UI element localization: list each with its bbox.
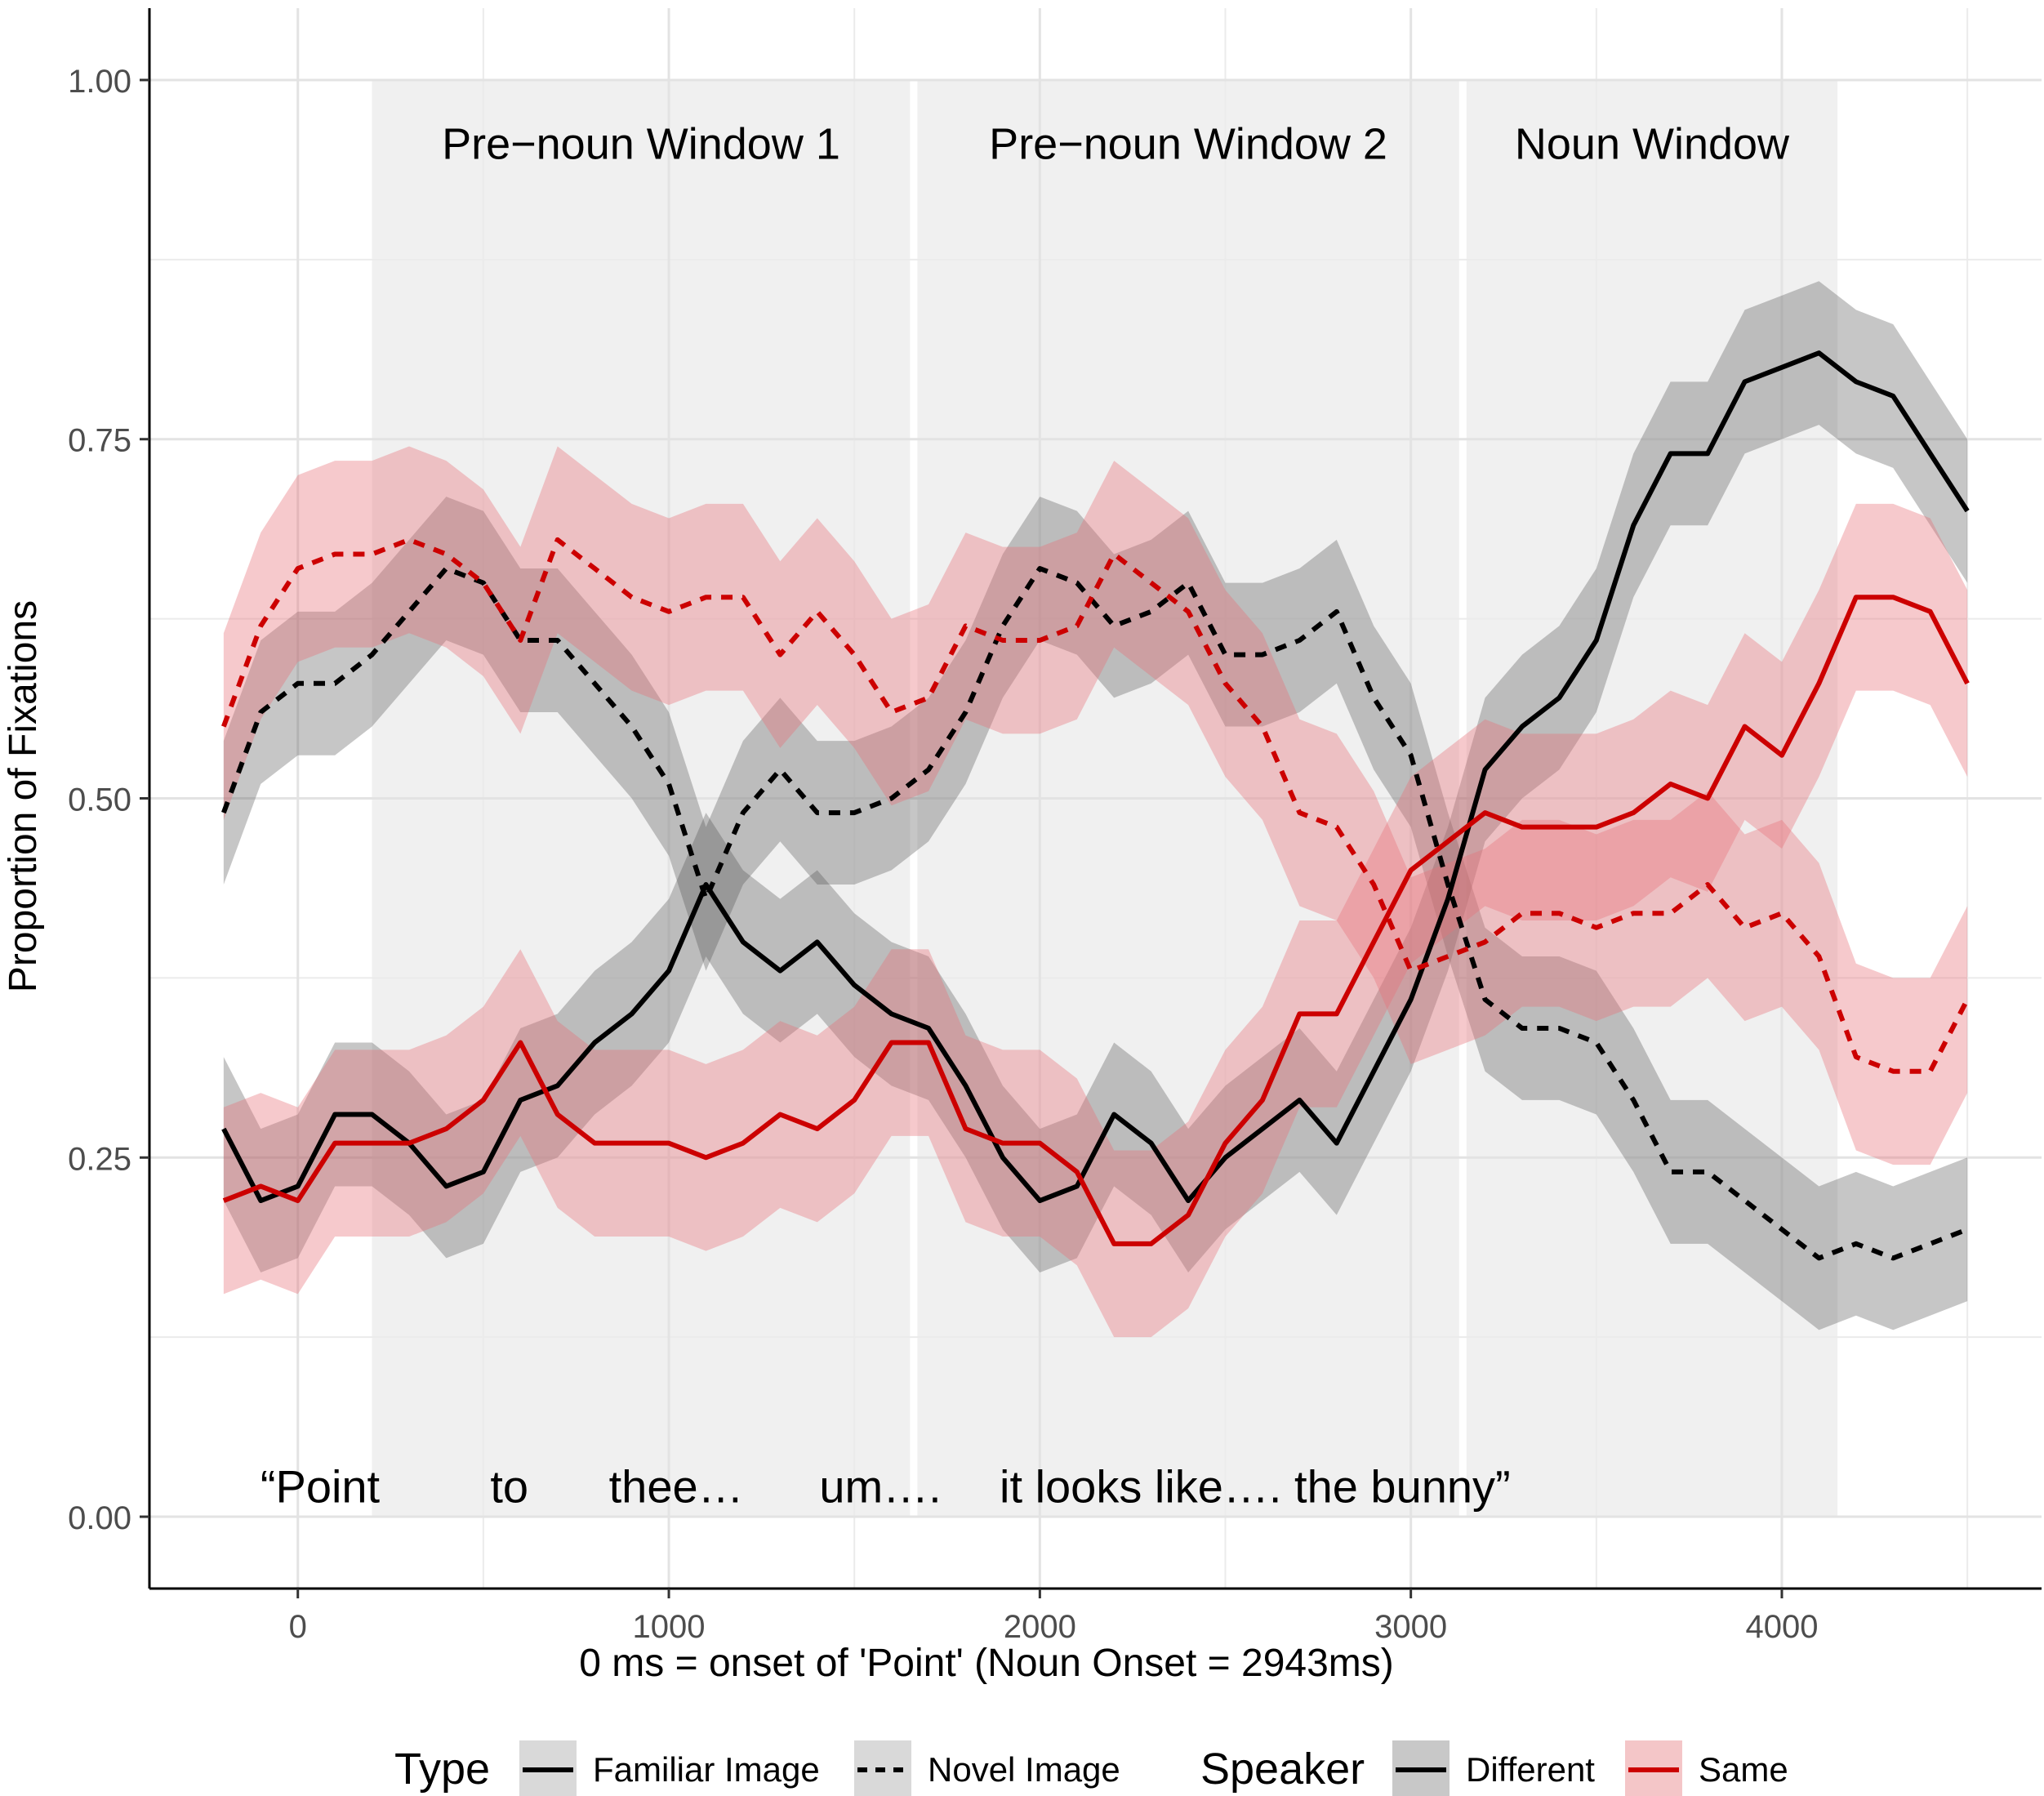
- window-labels: Pre−noun Window 1 Pre−noun Window 2 Noun W…: [442, 120, 1790, 169]
- series-lines: [221, 350, 1970, 1261]
- confidence-band-4: [223, 446, 1968, 1165]
- window-label-2: Pre−noun Window 2: [989, 120, 1387, 169]
- utterance-text: “Point to thee… um…. it looks like…. the bun…: [261, 1460, 1511, 1512]
- utterance-word-1: “Point: [261, 1460, 381, 1512]
- series-line-1: [221, 350, 1970, 1204]
- y-tick-label: 0.00: [68, 1500, 131, 1536]
- legend-type-label-1: Familiar Image: [593, 1750, 820, 1789]
- window-label-3: Noun Window: [1515, 120, 1790, 169]
- x-tick-label: 1000: [633, 1609, 706, 1645]
- x-tick-label: 4000: [1745, 1609, 1818, 1645]
- confidence-band-1: [223, 281, 1968, 1272]
- x-tick-label: 3000: [1374, 1609, 1447, 1645]
- gridlines: [149, 8, 2042, 1589]
- legend: Type Familiar Image Novel Image Speaker Diff…: [394, 1740, 1788, 1796]
- y-tick-label: 0.25: [68, 1141, 131, 1177]
- utterance-word-5: it looks like…. the bunny”: [1000, 1460, 1511, 1512]
- series-line-3: [222, 595, 1970, 1246]
- window-label-1: Pre−noun Window 1: [442, 120, 840, 169]
- confidence-band-3: [223, 503, 1968, 1338]
- legend-speaker-label-2: Same: [1699, 1750, 1788, 1789]
- legend-speaker-title: Speaker: [1200, 1745, 1365, 1794]
- utterance-word-4: um….: [819, 1460, 941, 1512]
- y-tick-label: 1.00: [68, 64, 131, 100]
- x-tick-label: 2000: [1004, 1609, 1076, 1645]
- utterance-word-3: thee…: [609, 1460, 744, 1512]
- legend-type-label-2: Novel Image: [928, 1750, 1120, 1789]
- axis-ticks: 0.00 0.25 0.50 0.75 1.00 0 1000 2000 3000 4000: [68, 64, 1818, 1645]
- confidence-bands: [223, 281, 1968, 1338]
- y-tick-label: 0.75: [68, 423, 131, 459]
- series-line-4: [221, 537, 1970, 1074]
- y-axis-title: Proportion of Fixations: [2, 600, 45, 992]
- utterance-word-2: to: [490, 1460, 528, 1512]
- confidence-band-2: [223, 497, 1968, 1330]
- x-axis-title: 0 ms = onset of 'Point' (Noun Onset = 29…: [579, 1642, 1394, 1685]
- legend-type-title: Type: [394, 1745, 490, 1794]
- legend-speaker-label-1: Different: [1466, 1750, 1595, 1789]
- x-tick-label: 0: [289, 1609, 307, 1645]
- y-tick-label: 0.50: [68, 782, 131, 818]
